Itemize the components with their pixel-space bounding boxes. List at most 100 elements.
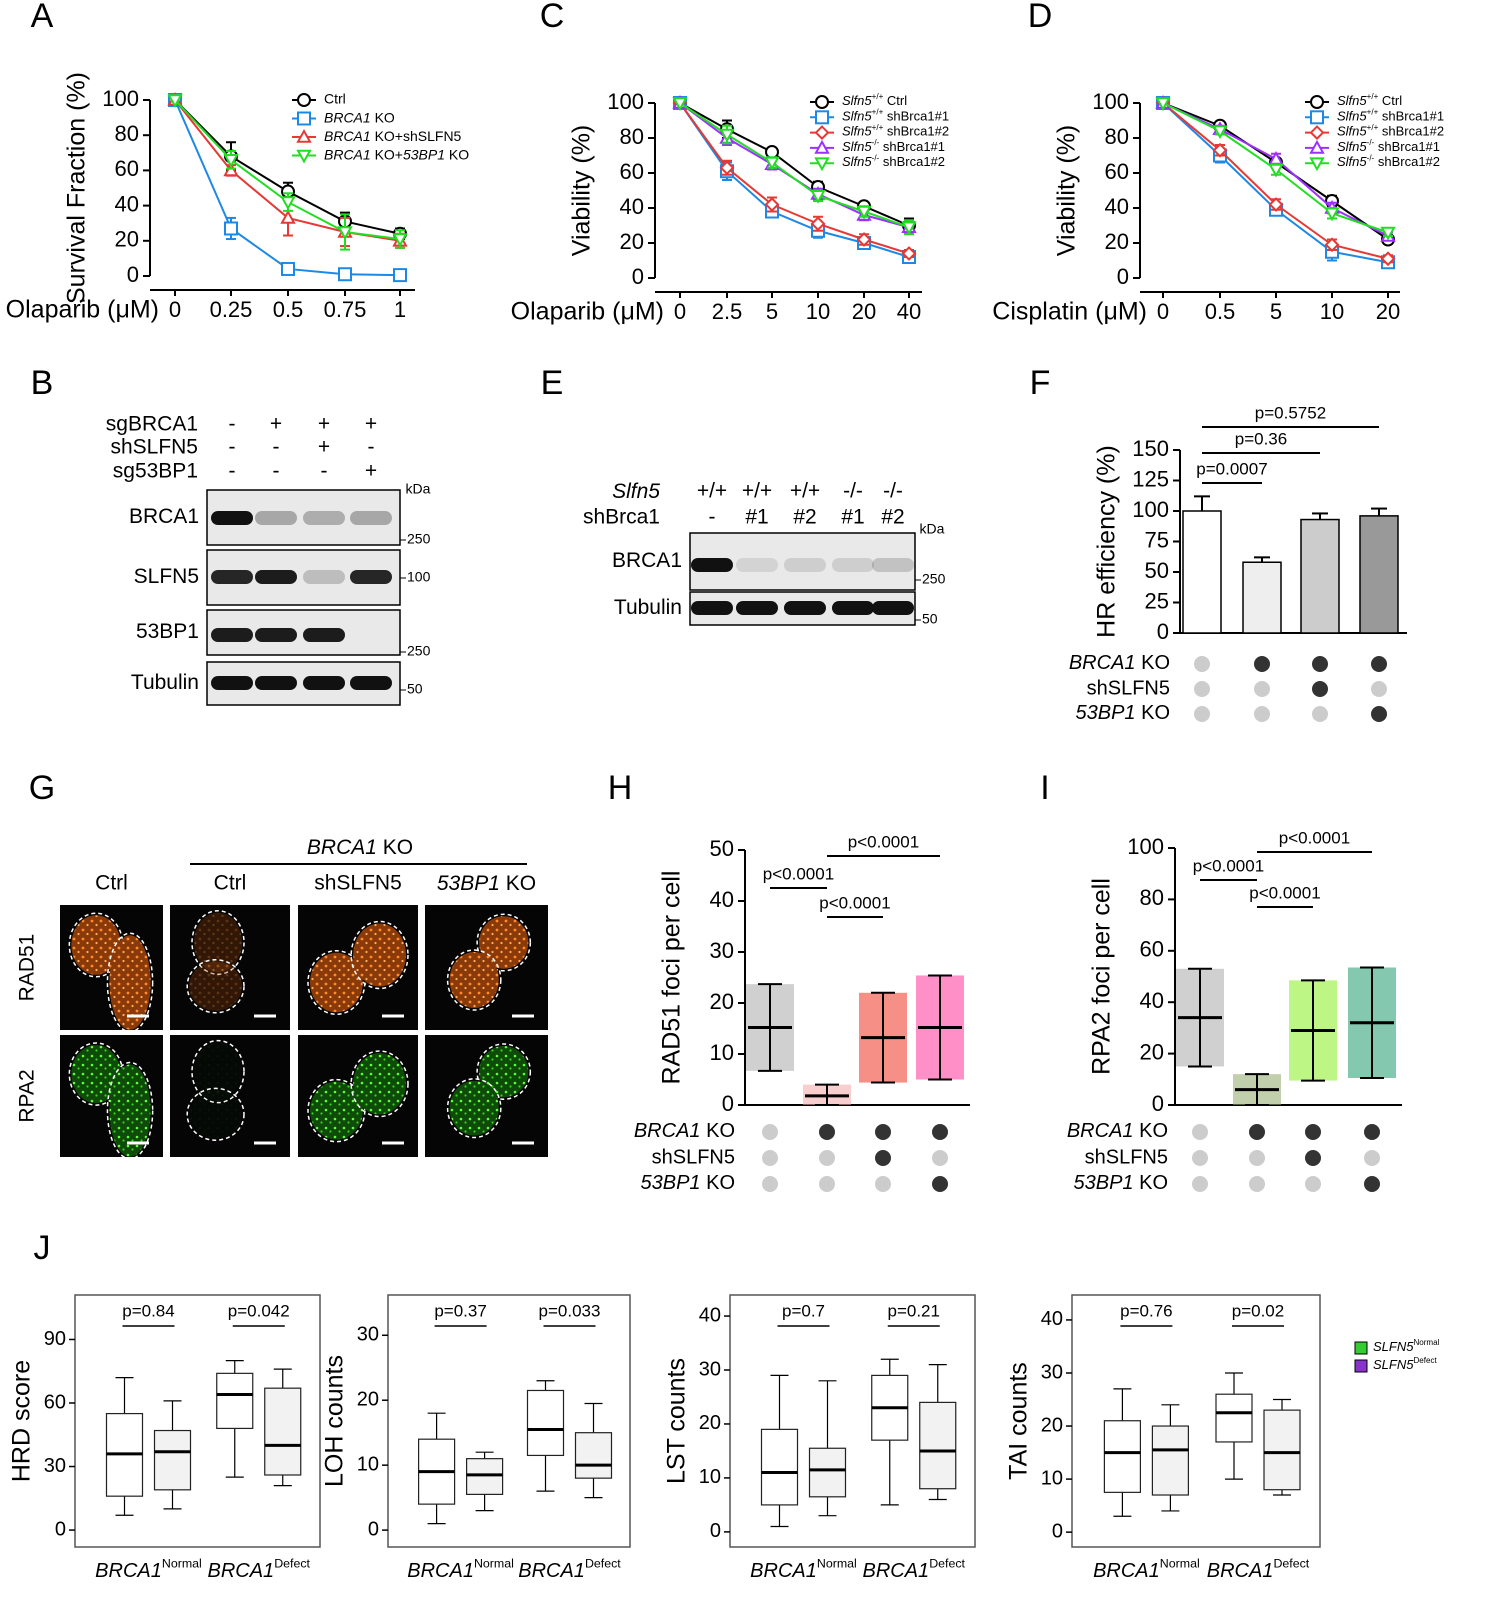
y-tick-label: 0 bbox=[55, 1518, 66, 1540]
row-label: 53BP1 bbox=[136, 620, 199, 643]
marker bbox=[296, 128, 312, 143]
y-tick-label: 150 bbox=[1132, 436, 1169, 461]
y-axis-label: HR efficiency (%) bbox=[1093, 445, 1121, 638]
lane-state: - bbox=[229, 436, 236, 459]
box bbox=[216, 1372, 254, 1430]
text-run: Normal bbox=[474, 1557, 514, 1571]
box bbox=[919, 1401, 957, 1490]
marker bbox=[1309, 157, 1325, 172]
x-tick-label: 20 bbox=[852, 299, 876, 324]
marker bbox=[167, 94, 183, 109]
band bbox=[784, 558, 826, 572]
band bbox=[211, 570, 253, 584]
text-run: -/- bbox=[872, 153, 880, 162]
legend-label: Slfn5+/+ Ctrl bbox=[842, 92, 907, 108]
marker bbox=[296, 149, 312, 164]
y-tick-label: 30 bbox=[699, 1358, 721, 1380]
plot-frame bbox=[729, 1294, 976, 1548]
y-tick-label: 50 bbox=[710, 836, 734, 861]
y-axis-label: RPA2 foci per cell bbox=[1088, 878, 1116, 1075]
text-run: BRCA1 bbox=[634, 1120, 701, 1142]
lane-state: - bbox=[229, 460, 236, 483]
condition-dot bbox=[1305, 1150, 1321, 1166]
text-run: Ctrl bbox=[1378, 93, 1402, 108]
lane-state: -/- bbox=[843, 480, 863, 503]
condition-label: shSLFN5 bbox=[110, 436, 198, 459]
y-tick-label: 20 bbox=[620, 229, 644, 254]
lane-state: #1 bbox=[745, 506, 768, 529]
y-tick-label: 0 bbox=[632, 264, 644, 289]
text-run: shBrca1#2 bbox=[883, 124, 949, 139]
condition-dot bbox=[1192, 1124, 1208, 1140]
band bbox=[255, 511, 297, 525]
p-value: p=0.37 bbox=[434, 1301, 486, 1320]
text-run: +/+ bbox=[872, 123, 884, 132]
x-tick-label: 0.75 bbox=[324, 297, 367, 322]
band bbox=[255, 628, 297, 642]
y-axis-label: Viability (%) bbox=[568, 125, 596, 257]
row-label: Tubulin bbox=[614, 596, 682, 619]
y-tick-label: 40 bbox=[620, 194, 644, 219]
size-marker: 50 bbox=[922, 611, 938, 627]
y-tick-label: 25 bbox=[1145, 588, 1169, 613]
p-value: p=0.0007 bbox=[1196, 459, 1267, 478]
text-run: +/+ bbox=[1367, 108, 1379, 117]
column-label: Ctrl bbox=[214, 872, 247, 895]
y-tick-label: 0 bbox=[710, 1520, 721, 1542]
nucleus bbox=[109, 935, 151, 1030]
panel-letter: J bbox=[34, 1229, 51, 1267]
nucleus bbox=[353, 923, 406, 987]
legend-label: Slfn5+/+ shBrca1#1 bbox=[1337, 108, 1444, 124]
band bbox=[255, 676, 297, 690]
text-run: Slfn5 bbox=[842, 155, 872, 170]
row-label: SLFN5 bbox=[134, 565, 199, 588]
y-tick-label: 60 bbox=[44, 1391, 66, 1413]
x-tick-label: 0 bbox=[169, 297, 181, 322]
y-tick-label: 20 bbox=[1105, 229, 1129, 254]
lane-state: + bbox=[318, 413, 330, 436]
legend-label: Slfn5-/- shBrca1#2 bbox=[1337, 153, 1440, 169]
condition-dot bbox=[1249, 1150, 1265, 1166]
nucleus bbox=[449, 952, 499, 1008]
text-run: KO bbox=[500, 872, 536, 895]
marker bbox=[672, 97, 688, 112]
marker bbox=[337, 226, 353, 241]
y-tick-label: 30 bbox=[710, 938, 734, 963]
text-run: 53BP1 bbox=[403, 146, 445, 162]
x-tick-label: 5 bbox=[1270, 299, 1282, 324]
lane-state: + bbox=[270, 413, 282, 436]
text-run: KO+ bbox=[371, 146, 403, 162]
text-run: Defect bbox=[274, 1557, 310, 1571]
condition-dot bbox=[1371, 706, 1387, 722]
marker bbox=[281, 261, 295, 276]
x-tick-label: 0 bbox=[1157, 299, 1169, 324]
text-run: shBrca1#1 bbox=[1374, 139, 1440, 154]
y-tick-label: 20 bbox=[1041, 1414, 1063, 1436]
text-run: BRCA1 bbox=[324, 128, 371, 144]
p-value: p=0.76 bbox=[1120, 1301, 1172, 1320]
condition-dot bbox=[932, 1150, 948, 1166]
text-run: KO bbox=[1136, 702, 1170, 724]
y-tick-label: 0 bbox=[127, 262, 139, 287]
row-label: BRCA1 bbox=[129, 505, 199, 528]
unit-label: kDa bbox=[406, 481, 431, 497]
lane-state: #2 bbox=[881, 506, 904, 529]
nucleus-outline bbox=[186, 1087, 245, 1141]
marker bbox=[297, 111, 311, 126]
y-tick-label: 100 bbox=[607, 89, 644, 114]
x-tick-label: 2.5 bbox=[712, 299, 743, 324]
condition-dot bbox=[762, 1150, 778, 1166]
band bbox=[350, 511, 392, 525]
text-run: Slfn5 bbox=[1337, 124, 1367, 139]
nucleus bbox=[189, 1090, 243, 1139]
row-label: BRCA1 bbox=[612, 549, 682, 572]
legend-label: BRCA1 KO+53BP1 KO bbox=[324, 146, 469, 162]
x-tick-label: BRCA1Normal bbox=[95, 1557, 202, 1582]
y-tick-label: 40 bbox=[1041, 1308, 1063, 1330]
condition-dot bbox=[1254, 706, 1270, 722]
legend-label: BRCA1 KO bbox=[324, 109, 395, 125]
nucleus-outline bbox=[350, 920, 409, 990]
legend-label: Slfn5-/- shBrca1#1 bbox=[1337, 138, 1440, 154]
condition-dot bbox=[1364, 1124, 1380, 1140]
panel-letter: C bbox=[540, 0, 565, 35]
